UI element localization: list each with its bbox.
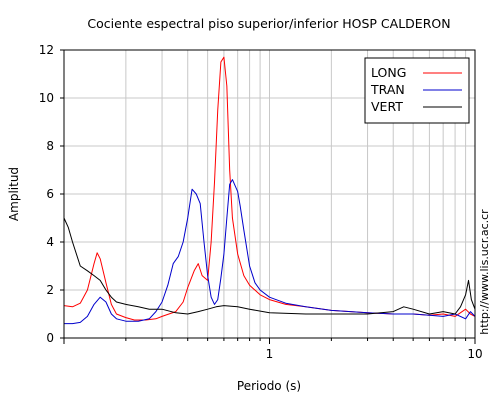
legend: LONG TRAN VERT	[364, 57, 470, 124]
x-tick-label: 1	[266, 347, 274, 361]
y-tick-label: 4	[46, 235, 54, 249]
y-tick-label: 6	[46, 187, 54, 201]
x-axis-label: Periodo (s)	[237, 379, 301, 393]
y-axis-label: Amplitud	[7, 167, 21, 221]
y-tick-label: 10	[39, 91, 54, 105]
y-tick-label: 12	[39, 43, 54, 57]
series-line-tran	[64, 179, 476, 325]
series-line-vert	[63, 217, 476, 315]
y-tick-label: 2	[46, 283, 54, 297]
x-tick-label: 10	[467, 347, 482, 361]
side-url-text: http://www.lis.ucr.ac.cr	[478, 209, 491, 335]
legend-label-tran: TRAN	[370, 82, 405, 97]
series-layer	[63, 56, 476, 325]
y-tick-label: 0	[46, 331, 54, 345]
legend-label-vert: VERT	[371, 99, 403, 114]
y-tick-label: 8	[46, 139, 54, 153]
chart-title: Cociente espectral piso superior/inferio…	[87, 16, 450, 31]
axis-ticks: 0 2 4 6 8 10 12 1 10	[39, 43, 483, 361]
legend-label-long: LONG	[371, 65, 406, 80]
